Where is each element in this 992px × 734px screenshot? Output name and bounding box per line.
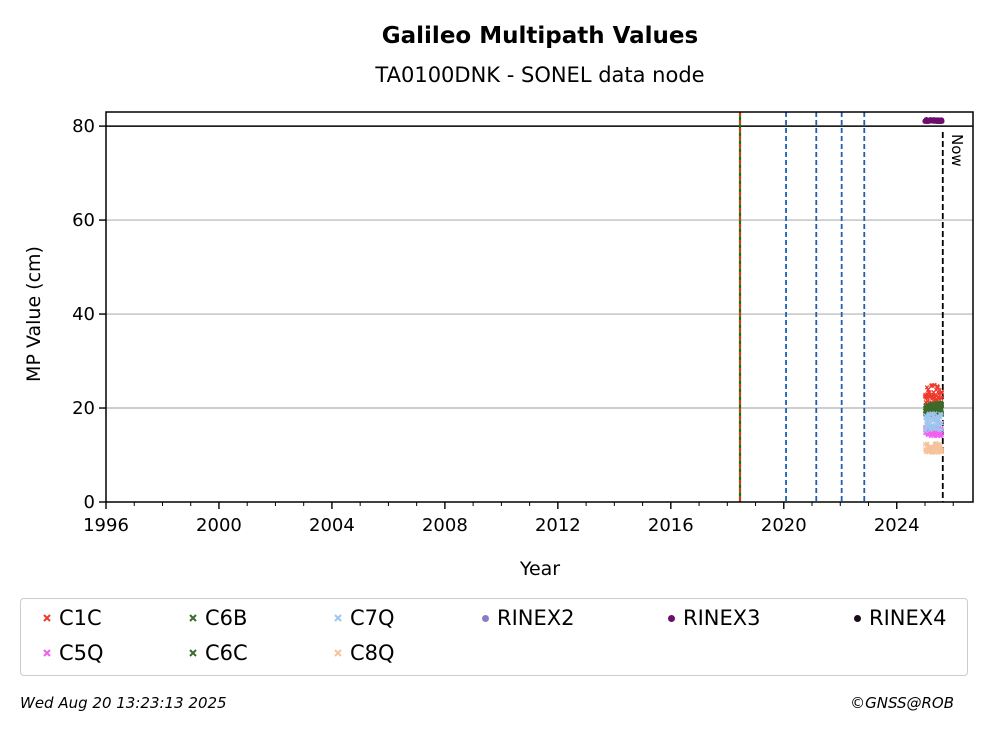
legend-cross-marker xyxy=(187,612,199,624)
footer-timestamp: Wed Aug 20 13:23:13 2025 xyxy=(20,694,227,712)
point xyxy=(939,413,944,418)
legend-item: RINEX3 xyxy=(667,606,761,630)
point xyxy=(939,427,945,433)
legend: C1C C6B C7Q RINEX2 RINEX3 RINEX4 C5Q C6C C8Q xyxy=(20,598,968,676)
legend-label: RINEX2 xyxy=(497,606,575,630)
point xyxy=(939,420,944,426)
point xyxy=(939,432,945,438)
point xyxy=(937,426,942,432)
legend-item: C5Q xyxy=(43,641,104,665)
x-tick-label: 2008 xyxy=(422,515,468,536)
point xyxy=(924,385,930,390)
plot-frame xyxy=(105,111,974,503)
legend-label: RINEX3 xyxy=(683,606,761,630)
point xyxy=(933,392,938,398)
y-tick-label: 0 xyxy=(84,492,95,513)
legend-label: C8Q xyxy=(350,641,395,665)
footer-copyright: ©GNSS@ROB xyxy=(850,694,954,712)
legend-label: RINEX4 xyxy=(869,606,947,630)
now-label: Now xyxy=(948,134,966,167)
chart-title: Galileo Multipath Values xyxy=(382,23,698,49)
legend-label: C6C xyxy=(205,641,248,665)
legend-item: RINEX4 xyxy=(853,606,947,630)
y-tick-label: 80 xyxy=(72,116,95,137)
legend-cross-marker xyxy=(332,647,344,659)
legend-item: C6B xyxy=(189,606,248,630)
legend-item: C7Q xyxy=(334,606,395,630)
multipath-chart: Galileo Multipath Values TA0100DNK - SON… xyxy=(23,23,974,580)
x-axis-label: Year xyxy=(519,558,560,580)
point xyxy=(923,428,929,434)
legend-item: RINEX2 xyxy=(481,606,575,630)
point xyxy=(939,390,945,396)
x-tick-label: 2016 xyxy=(648,515,694,536)
x-tick-label: 1996 xyxy=(83,515,129,536)
legend-label: C1C xyxy=(59,606,102,630)
chart-subtitle: TA0100DNK - SONEL data node xyxy=(374,63,704,87)
point xyxy=(939,447,945,452)
point xyxy=(932,382,937,388)
legend-item: C1C xyxy=(43,606,102,630)
y-tick-label: 20 xyxy=(72,398,95,419)
legend-cross-marker xyxy=(41,612,53,624)
legend-dot-marker xyxy=(479,612,491,624)
legend-label: C7Q xyxy=(350,606,395,630)
point xyxy=(935,384,941,390)
y-tick-label: 60 xyxy=(72,210,95,231)
legend-item: C6C xyxy=(189,641,248,665)
legend-cross-marker xyxy=(41,647,53,659)
legend-item: C8Q xyxy=(334,641,395,665)
x-tick-label: 2012 xyxy=(535,515,581,536)
point xyxy=(939,396,944,401)
y-axis-label: MP Value (cm) xyxy=(23,246,45,382)
legend-cross-marker xyxy=(187,647,199,659)
x-tick-label: 2024 xyxy=(874,515,920,536)
point xyxy=(938,404,943,409)
point xyxy=(925,417,931,422)
legend-label: C6B xyxy=(205,606,248,630)
legend-dot-marker xyxy=(665,612,677,624)
x-tick-label: 2000 xyxy=(196,515,242,536)
y-tick-label: 40 xyxy=(72,304,95,325)
legend-cross-marker xyxy=(332,612,344,624)
legend-label: C5Q xyxy=(59,641,104,665)
x-tick-label: 2020 xyxy=(761,515,807,536)
point xyxy=(939,118,945,124)
legend-dot-marker xyxy=(851,612,863,624)
point xyxy=(938,443,944,449)
x-tick-label: 2004 xyxy=(309,515,355,536)
